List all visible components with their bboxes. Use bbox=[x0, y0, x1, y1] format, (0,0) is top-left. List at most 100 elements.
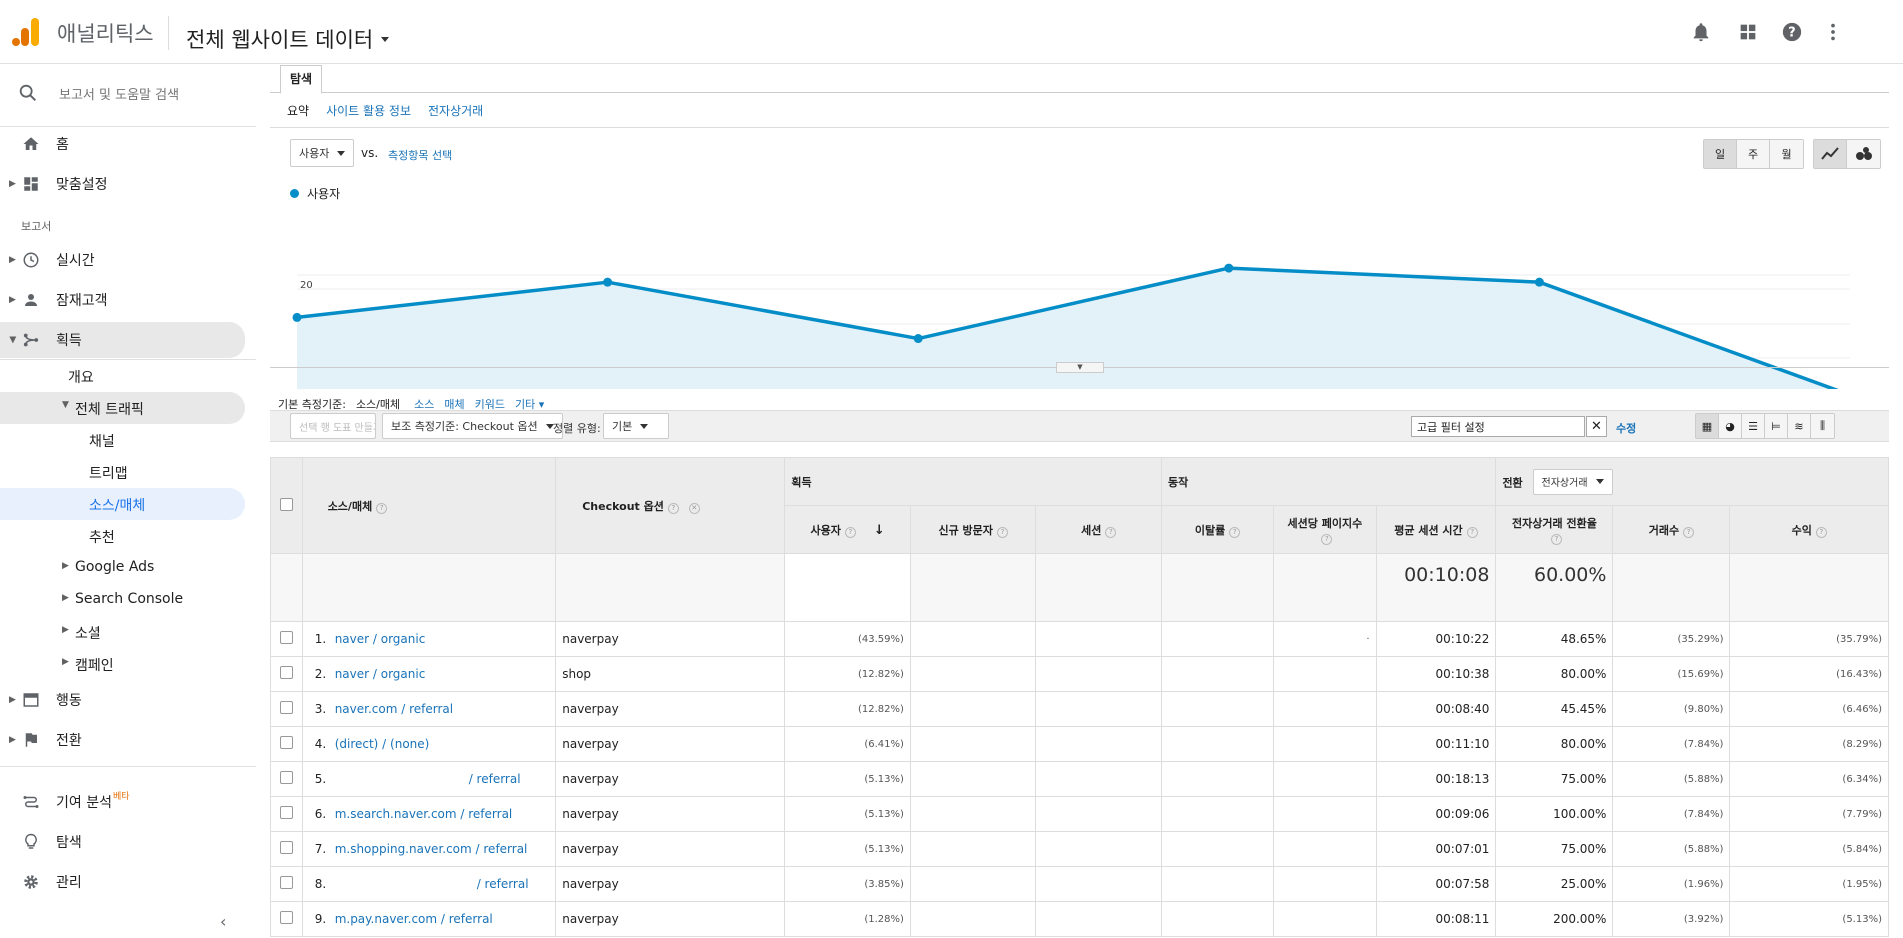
day-button[interactable]: 일 bbox=[1704, 140, 1737, 168]
term-cloud-icon[interactable]: ≋ bbox=[1788, 414, 1811, 438]
sidebar-item-google-ads[interactable]: Google Ads bbox=[75, 559, 155, 575]
col-sessions[interactable]: 세션? bbox=[1035, 505, 1163, 554]
row-checkbox[interactable] bbox=[279, 841, 293, 854]
col-bounce-rate[interactable]: 이탈률? bbox=[1161, 505, 1275, 554]
pivot-view-icon[interactable]: ⫼ bbox=[1811, 414, 1834, 438]
source-medium-link[interactable]: / referral bbox=[476, 877, 529, 891]
edit-filter-link[interactable]: 수정 bbox=[1616, 422, 1637, 435]
col-pages-per-session[interactable]: 세션당 페이지수? bbox=[1273, 505, 1377, 554]
sort-type-select[interactable]: 기본 bbox=[603, 413, 669, 439]
row-checkbox[interactable] bbox=[279, 771, 293, 784]
select-all-cell[interactable] bbox=[270, 457, 303, 554]
metric-select[interactable]: 사용자 bbox=[290, 139, 355, 167]
dimension-medium[interactable]: 매체 bbox=[444, 398, 465, 411]
source-medium-link[interactable]: m.shopping.naver.com / referral bbox=[334, 842, 528, 856]
row-select-cell[interactable] bbox=[270, 726, 303, 762]
sidebar-item-realtime[interactable]: ▶ 실시간 bbox=[0, 244, 256, 276]
sidebar-item-discover[interactable]: 탐색 bbox=[0, 826, 256, 858]
filter-input[interactable]: 고급 필터 설정 bbox=[1411, 416, 1585, 437]
help-icon[interactable]: ? bbox=[1466, 526, 1478, 538]
data-point[interactable] bbox=[1224, 263, 1234, 273]
sidebar-search[interactable]: 보고서 및 도움말 검색 bbox=[17, 82, 179, 104]
help-icon[interactable]: ? bbox=[844, 526, 856, 538]
col-transactions[interactable]: 거래수? bbox=[1612, 505, 1731, 554]
month-button[interactable]: 월 bbox=[1770, 140, 1803, 168]
collapse-sidebar-icon[interactable]: ‹ bbox=[220, 912, 227, 931]
tab-site-usage[interactable]: 사이트 활용 정보 bbox=[326, 104, 412, 118]
analytics-logo-icon[interactable] bbox=[11, 16, 41, 48]
source-medium-link[interactable]: naver / organic bbox=[334, 667, 426, 681]
help-icon[interactable]: ? bbox=[1550, 533, 1562, 545]
row-select-cell[interactable] bbox=[270, 901, 303, 937]
tab-summary[interactable]: 요약 bbox=[287, 104, 310, 118]
sidebar-item-admin[interactable]: 관리 bbox=[0, 866, 256, 898]
col-checkout-option[interactable]: Checkout 옵션? ✕ bbox=[555, 457, 786, 554]
col-new-users[interactable]: 신규 방문자? bbox=[909, 505, 1037, 554]
source-medium-link[interactable]: naver / organic bbox=[334, 632, 426, 646]
col-users[interactable]: 사용자? ↓ bbox=[784, 505, 911, 554]
plot-rows-button[interactable]: 선택 행 도표 만들기 bbox=[290, 413, 376, 439]
help-icon[interactable]: ? bbox=[1105, 526, 1117, 538]
data-point[interactable] bbox=[603, 277, 613, 287]
conversion-type-select[interactable]: 전자상거래 bbox=[1532, 468, 1613, 495]
help-icon[interactable]: ? bbox=[996, 526, 1008, 538]
row-select-cell[interactable] bbox=[270, 621, 303, 657]
chart-resize-handle[interactable]: ▼ bbox=[1056, 362, 1104, 373]
help-icon[interactable]: ? bbox=[1683, 526, 1695, 538]
sidebar-item-conversions[interactable]: ▶ 전환 bbox=[0, 724, 256, 756]
row-select-cell[interactable] bbox=[270, 691, 303, 727]
week-button[interactable]: 주 bbox=[1737, 140, 1770, 168]
col-ecommerce-conversion-rate[interactable]: 전자상거래 전환율? bbox=[1495, 505, 1614, 554]
col-revenue[interactable]: 수익? bbox=[1729, 505, 1889, 554]
row-checkbox[interactable] bbox=[279, 631, 293, 644]
more-vert-icon[interactable] bbox=[1822, 21, 1844, 43]
data-point[interactable] bbox=[292, 312, 302, 322]
sidebar-item-social[interactable]: 소셜 bbox=[75, 626, 101, 642]
pie-view-icon[interactable]: ◕ bbox=[1719, 414, 1742, 438]
select-all-checkbox[interactable] bbox=[279, 497, 293, 511]
data-point[interactable] bbox=[913, 334, 923, 344]
dimension-other[interactable]: 기타 ▾ bbox=[515, 398, 545, 411]
row-select-cell[interactable] bbox=[270, 866, 303, 902]
sidebar-item-channels[interactable]: 채널 bbox=[89, 434, 115, 450]
data-point[interactable] bbox=[1534, 277, 1544, 287]
sidebar-item-campaigns[interactable]: 캠페인 bbox=[75, 658, 114, 674]
sidebar-item-customize[interactable]: ▶ 맞춤설정 bbox=[0, 168, 256, 200]
table-view-icon[interactable]: ▦ bbox=[1696, 414, 1719, 438]
sidebar-item-attribution[interactable]: 기여 분석 베타 bbox=[0, 786, 256, 818]
apps-icon[interactable] bbox=[1737, 21, 1759, 43]
row-select-cell[interactable] bbox=[270, 831, 303, 867]
motion-chart-icon[interactable] bbox=[1847, 140, 1880, 168]
row-select-cell[interactable] bbox=[270, 796, 303, 832]
source-medium-link[interactable]: m.pay.naver.com / referral bbox=[334, 912, 493, 926]
row-select-cell[interactable] bbox=[270, 656, 303, 692]
sidebar-item-acquisition[interactable]: ▶ 획득 bbox=[0, 324, 245, 356]
tab-explore[interactable]: 탐색 bbox=[280, 65, 323, 94]
clear-filter-icon[interactable]: ✕ bbox=[1586, 416, 1607, 437]
help-icon[interactable]: ? bbox=[1321, 533, 1333, 545]
help-icon[interactable]: ? bbox=[1229, 526, 1241, 538]
sidebar-item-behavior[interactable]: ▶ 행동 bbox=[0, 684, 256, 716]
source-medium-link[interactable]: m.search.naver.com / referral bbox=[334, 807, 513, 821]
line-chart-icon[interactable] bbox=[1814, 140, 1847, 168]
row-checkbox[interactable] bbox=[279, 701, 293, 714]
help-icon[interactable]: ? bbox=[1781, 21, 1803, 43]
row-checkbox[interactable] bbox=[279, 806, 293, 819]
source-medium-link[interactable]: / referral bbox=[468, 772, 521, 786]
row-checkbox[interactable] bbox=[279, 911, 293, 924]
help-icon[interactable]: ? bbox=[667, 502, 679, 514]
sidebar-item-treemap[interactable]: 트리맵 bbox=[89, 466, 128, 482]
row-select-cell[interactable] bbox=[270, 761, 303, 797]
dimension-source[interactable]: 소스 bbox=[414, 398, 435, 411]
comparison-view-icon[interactable]: ⊨ bbox=[1765, 414, 1788, 438]
sidebar-item-all-traffic[interactable]: 전체 트래픽 bbox=[75, 402, 144, 418]
remove-dimension-icon[interactable]: ✕ bbox=[688, 502, 700, 514]
sidebar-item-search-console[interactable]: Search Console bbox=[75, 591, 184, 607]
select-metric-link[interactable]: 측정항목 선택 bbox=[388, 149, 453, 162]
performance-view-icon[interactable]: ☰ bbox=[1742, 414, 1765, 438]
row-checkbox[interactable] bbox=[279, 736, 293, 749]
col-avg-session-duration[interactable]: 평균 세션 시간? bbox=[1375, 505, 1497, 554]
tab-ecommerce[interactable]: 전자상거래 bbox=[428, 104, 484, 118]
sidebar-item-source-medium[interactable]: 소스/매체 bbox=[89, 498, 146, 514]
secondary-dimension-select[interactable]: 보조 측정기준: Checkout 옵션 bbox=[382, 413, 563, 439]
